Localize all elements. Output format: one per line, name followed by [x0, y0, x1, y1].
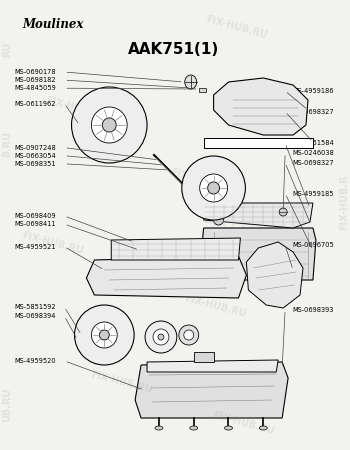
Ellipse shape — [182, 156, 245, 220]
Ellipse shape — [153, 329, 169, 345]
Text: MS-0698394: MS-0698394 — [14, 313, 55, 319]
Ellipse shape — [185, 75, 197, 89]
Text: FIX-HUB.RU: FIX-HUB.RU — [20, 230, 84, 256]
Polygon shape — [194, 352, 214, 362]
Text: FIX-HUB.RU: FIX-HUB.RU — [44, 95, 108, 121]
Text: MS-0698409: MS-0698409 — [14, 213, 56, 219]
Ellipse shape — [200, 174, 228, 202]
Ellipse shape — [184, 330, 194, 340]
Text: FIX-HUB.RU: FIX-HUB.RU — [90, 369, 154, 396]
Ellipse shape — [91, 322, 117, 348]
Text: RU: RU — [2, 42, 12, 57]
Polygon shape — [204, 203, 313, 228]
Text: AAK751(1): AAK751(1) — [128, 42, 219, 57]
Text: MS-0246038: MS-0246038 — [292, 150, 334, 156]
Text: MS-5851592: MS-5851592 — [14, 304, 56, 310]
Text: MS-5851584: MS-5851584 — [292, 140, 334, 146]
Text: MS-0698327: MS-0698327 — [292, 160, 334, 166]
Polygon shape — [86, 256, 246, 298]
Text: MS-0698411: MS-0698411 — [14, 221, 55, 227]
Text: Moulinex: Moulinex — [22, 18, 83, 31]
Ellipse shape — [179, 325, 199, 345]
Text: MS-4959186: MS-4959186 — [292, 88, 334, 94]
Ellipse shape — [99, 330, 109, 340]
Text: MS-4959185: MS-4959185 — [292, 190, 334, 197]
Text: FIX-HUB.RU: FIX-HUB.RU — [204, 14, 268, 40]
Ellipse shape — [158, 334, 164, 340]
Polygon shape — [111, 238, 240, 260]
Text: FIX-HUB.RU: FIX-HUB.RU — [211, 410, 275, 436]
Ellipse shape — [259, 426, 267, 430]
Ellipse shape — [71, 87, 147, 163]
Text: FIX-HUB.RU: FIX-HUB.RU — [170, 167, 233, 193]
Ellipse shape — [208, 182, 219, 194]
Text: FIX-HUB.RU: FIX-HUB.RU — [184, 293, 247, 319]
Polygon shape — [246, 242, 303, 308]
Polygon shape — [199, 88, 206, 92]
Ellipse shape — [145, 321, 177, 353]
Ellipse shape — [155, 426, 163, 430]
Ellipse shape — [190, 426, 198, 430]
Text: MS-4959521: MS-4959521 — [14, 243, 55, 250]
Polygon shape — [204, 138, 313, 148]
Text: MS-0698351: MS-0698351 — [14, 161, 55, 167]
Polygon shape — [201, 228, 316, 280]
Ellipse shape — [91, 107, 127, 143]
Text: MS-4845059: MS-4845059 — [14, 85, 56, 91]
Text: MS-0698393: MS-0698393 — [293, 306, 334, 313]
Text: MS-0907248: MS-0907248 — [14, 144, 56, 151]
Text: MS-0698327: MS-0698327 — [292, 108, 334, 115]
Polygon shape — [135, 362, 288, 418]
Ellipse shape — [224, 426, 232, 430]
Ellipse shape — [75, 305, 134, 365]
Text: MS-0698182: MS-0698182 — [14, 77, 56, 83]
Text: MS-0696705: MS-0696705 — [292, 242, 334, 248]
Ellipse shape — [214, 215, 224, 225]
Text: MS-4959520: MS-4959520 — [14, 358, 56, 364]
Text: MS-0611962: MS-0611962 — [14, 100, 55, 107]
Ellipse shape — [102, 118, 116, 132]
Polygon shape — [147, 360, 278, 372]
Text: UB.RU: UB.RU — [2, 388, 12, 422]
Ellipse shape — [279, 208, 287, 216]
Polygon shape — [214, 78, 308, 135]
Text: MS-0663054: MS-0663054 — [14, 153, 56, 159]
Text: 8.RU: 8.RU — [2, 131, 12, 157]
Text: MS-0690178: MS-0690178 — [14, 69, 56, 75]
Text: FIX-HUB.R: FIX-HUB.R — [339, 175, 349, 230]
